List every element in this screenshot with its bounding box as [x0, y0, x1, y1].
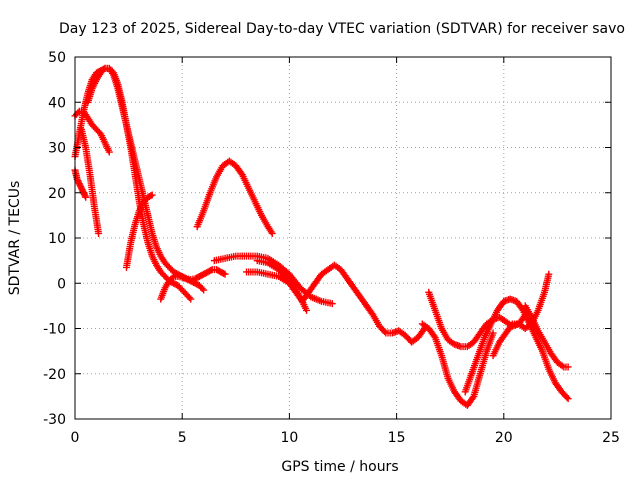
data-point-marker	[207, 266, 215, 274]
x-tick-label: 5	[178, 430, 187, 446]
grid-lines	[75, 57, 611, 419]
series-arc15	[489, 270, 553, 360]
y-tick-label: 40	[48, 95, 66, 111]
y-tick-label: 0	[57, 276, 66, 292]
y-axis-label: SDTVAR / TECUs	[7, 181, 23, 296]
data-point-marker	[564, 395, 572, 403]
data-point-marker	[558, 362, 566, 370]
data-point-marker	[268, 229, 276, 237]
series-arc16	[521, 302, 572, 371]
data-point-marker	[198, 285, 206, 293]
data-point-marker	[82, 193, 90, 201]
data-point-marker	[200, 286, 208, 294]
data-point-marker	[147, 192, 155, 200]
data-point-marker	[187, 295, 195, 303]
data-series	[71, 64, 572, 409]
x-tick-label: 0	[71, 430, 80, 446]
data-point-marker	[185, 294, 193, 302]
x-tick-label: 15	[388, 430, 406, 446]
data-point-marker	[303, 306, 311, 314]
series-arc11	[253, 257, 311, 314]
data-point-marker	[105, 148, 113, 156]
y-tick-label: 50	[48, 50, 66, 66]
series-arc1	[71, 166, 90, 201]
data-point-marker	[381, 328, 389, 336]
series-arc8	[193, 157, 276, 237]
data-point-marker	[221, 270, 229, 278]
chart-title: Day 123 of 2025, Sidereal Day-to-day VTE…	[59, 21, 625, 37]
series-arc2	[77, 125, 103, 237]
x-axis-label: GPS time / hours	[281, 459, 398, 475]
series-arc5	[84, 64, 208, 294]
data-point-marker	[220, 269, 228, 277]
x-tick-label: 25	[602, 430, 620, 446]
data-point-marker	[81, 192, 89, 200]
axis-ticks: 0 5 10 15 20 25 -30 -20 -10 0 10 20 30 40 50	[43, 50, 620, 446]
series-arc6	[122, 191, 156, 271]
y-tick-label: -20	[43, 367, 66, 383]
series-arc12	[418, 320, 497, 409]
data-point-marker	[168, 274, 176, 282]
y-tick-label: -30	[43, 412, 66, 428]
data-point-marker	[469, 394, 477, 402]
data-point-marker	[95, 229, 103, 237]
y-tick-label: 30	[48, 141, 66, 157]
data-point-marker	[430, 332, 438, 340]
y-tick-label: 10	[48, 231, 66, 247]
data-point-marker	[328, 300, 336, 308]
data-point-marker	[564, 363, 572, 371]
series-arc7	[157, 266, 229, 303]
y-tick-label: -10	[43, 322, 66, 338]
data-point-marker	[489, 329, 497, 337]
data-point-marker	[563, 393, 571, 401]
data-point-marker	[507, 321, 515, 329]
y-tick-label: 20	[48, 186, 66, 202]
data-point-marker	[74, 109, 82, 117]
x-tick-label: 20	[495, 430, 513, 446]
data-point-marker	[100, 66, 108, 74]
data-point-marker	[545, 270, 553, 278]
series-arc4	[71, 107, 113, 156]
data-point-marker	[148, 191, 156, 199]
x-tick-label: 10	[280, 430, 298, 446]
